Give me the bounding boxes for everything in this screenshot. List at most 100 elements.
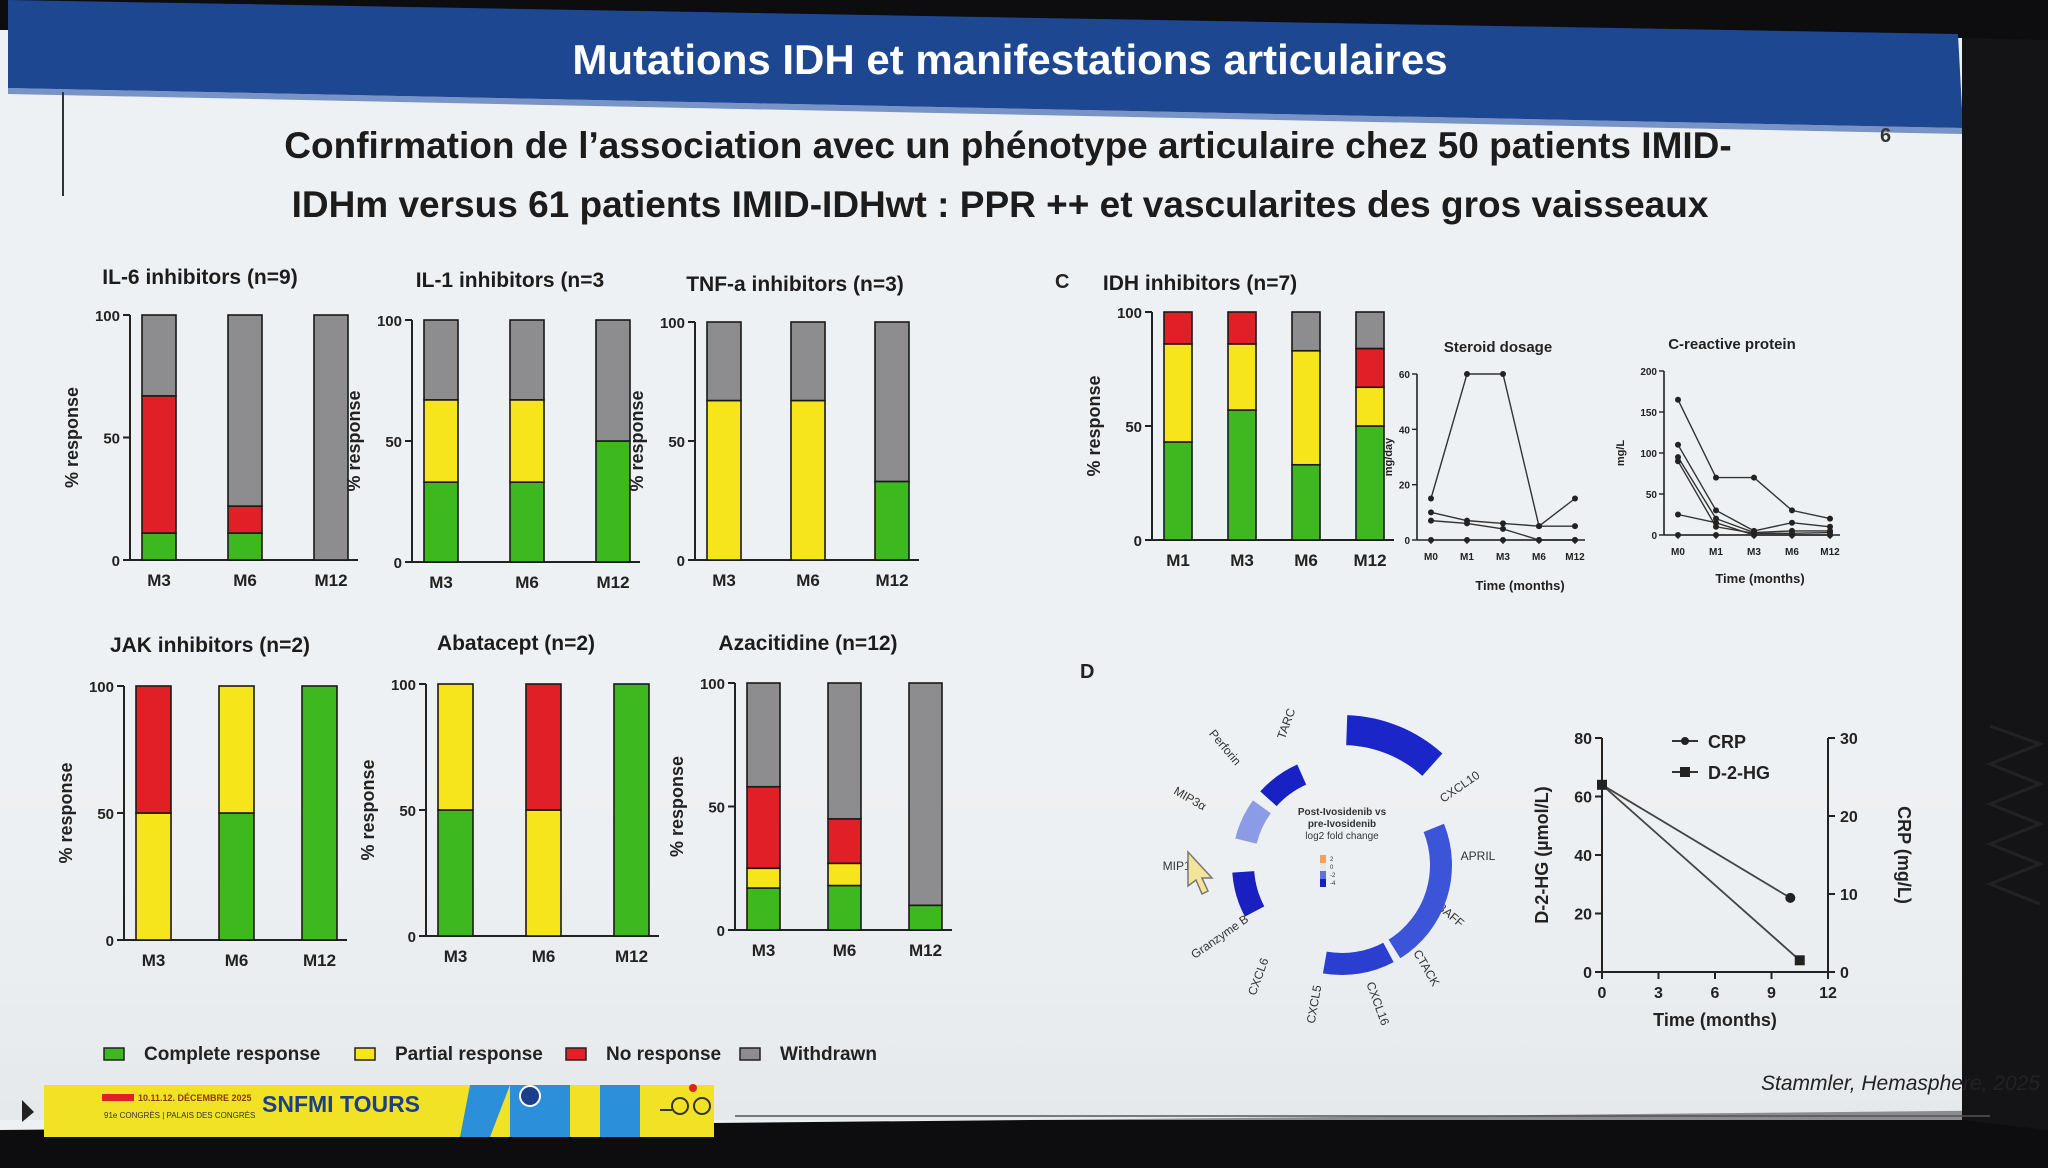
congress-dates: 10.11.12. DÉCEMBRE 2025 [138, 1093, 252, 1103]
x-tick-label: M3 [147, 571, 171, 590]
arc-granzyme [1232, 871, 1265, 917]
arc-mip3a [1235, 800, 1271, 844]
x-tick-label: M12 [909, 941, 942, 960]
bar-segment-withdrawn [746, 682, 781, 788]
x-tick-label: M3 [1496, 552, 1510, 563]
bar-segment-complete [423, 481, 459, 563]
y-tick-label: 50 [103, 431, 120, 448]
cytokine-label: CXCL5 [1304, 984, 1325, 1025]
data-point [1751, 474, 1757, 481]
logo-eye-icon [519, 1085, 541, 1107]
bar-segment-withdrawn [595, 319, 631, 442]
y-tick-label: 60 [1574, 790, 1592, 807]
bar-segment-no [227, 505, 263, 534]
x-tick-label: M6 [532, 947, 556, 966]
arc-il6-il18 [1346, 715, 1443, 776]
data-point [1464, 371, 1470, 377]
bar-segment-complete [1291, 463, 1321, 541]
scale-tick-label: 0 [1330, 865, 1334, 871]
x-tick-label: M12 [314, 571, 347, 590]
bar-chart-6: Azacitidine (n=12) 0 50 100 % response M3 M6 M1… [667, 632, 952, 960]
data-point [1675, 396, 1681, 403]
bar-segment-withdrawn [313, 314, 349, 561]
y-tick-label: 100 [700, 676, 725, 693]
mouse-cursor-icon [1187, 850, 1214, 896]
y-tick-label: 0 [1404, 536, 1410, 547]
x-tick-label: M3 [1747, 547, 1761, 558]
x-tick-label: 12 [1819, 985, 1837, 1002]
congress-logo: SNFMI TOURS [262, 1091, 420, 1117]
x-axis-label: Time (months) [1475, 578, 1564, 593]
y-tick-label-right: 0 [1840, 965, 1849, 982]
bar-segment-partial [509, 399, 545, 483]
bar-segment-partial [706, 399, 742, 561]
bar-segment-partial [437, 683, 474, 811]
y-tick-label: 0 [106, 933, 114, 950]
data-point [1789, 519, 1795, 526]
data-point [1500, 537, 1506, 543]
x-tick-label: M0 [1671, 547, 1685, 558]
data-point [1572, 537, 1578, 543]
x-tick-label: M6 [1785, 547, 1799, 558]
arc-ctack [1322, 942, 1394, 975]
y-tick-label: 100 [1117, 305, 1142, 322]
data-point [1789, 507, 1795, 514]
chart-title: JAK inhibitors (n=2) [110, 634, 310, 657]
d2hg-point [1794, 955, 1805, 966]
chart-title: IL-1 inhibitors (n=3 [416, 269, 604, 292]
y-tick-label: 80 [1574, 731, 1592, 748]
x-tick-label: M6 [796, 571, 820, 590]
y-axis-label: % response [62, 387, 82, 488]
y-tick-label: 0 [1134, 533, 1142, 550]
bar-segment-complete [1355, 425, 1385, 541]
bar-segment-partial [218, 685, 255, 814]
bar-segment-partial [1291, 349, 1321, 466]
bar-segment-withdrawn [790, 321, 826, 402]
y-axis-label: mg/day [1383, 437, 1395, 476]
data-point [1789, 532, 1795, 538]
y-tick-label: 0 [408, 929, 416, 946]
y-tick-label: 100 [391, 677, 416, 694]
y-tick-label: 50 [1125, 419, 1142, 436]
crp-point [1785, 892, 1796, 903]
x-tick-label: M12 [1353, 551, 1386, 570]
cytokine-label: APRIL [1461, 849, 1496, 863]
data-point [1500, 520, 1506, 527]
bar-segment-complete [613, 683, 650, 937]
bar-segment-complete [1227, 409, 1257, 541]
y-tick-label: 40 [1399, 425, 1411, 436]
y-tick-label: 100 [377, 313, 402, 330]
bar-segment-complete [509, 481, 545, 563]
d2hg-point [1597, 779, 1607, 790]
response-legend: Complete response Partial response No resp… [103, 1044, 877, 1065]
x-tick-label: M12 [303, 951, 336, 970]
bar-segment-complete [437, 809, 474, 937]
legend-label-no: No response [606, 1044, 721, 1065]
bar-segment-withdrawn [1291, 311, 1321, 352]
chart-title: Steroid dosage [1444, 339, 1552, 356]
bar-segment-partial [827, 862, 862, 887]
bar-segment-no [746, 785, 781, 870]
data-point [1713, 523, 1719, 530]
y-axis-label: % response [56, 762, 76, 863]
bar-segment-withdrawn [141, 314, 177, 397]
congress-name: 91e CONGRÈS | PALAIS DES CONGRÈS [104, 1111, 255, 1120]
y-tick-label: 100 [95, 308, 120, 325]
y-tick-label-right: 10 [1840, 887, 1858, 904]
series-d2hg-line [1601, 784, 1801, 961]
x-tick-label: M12 [875, 571, 908, 590]
legend-d2hg-marker [1680, 767, 1690, 777]
chart-title: Azacitidine (n=12) [718, 632, 897, 655]
data-point [1713, 515, 1719, 522]
data-point [1751, 532, 1757, 538]
bar-chart-2: IL-1 inhibitors (n=3 0 50 100 % response M3 M6… [344, 269, 640, 592]
x-tick-label: M12 [1820, 547, 1840, 558]
data-point [1572, 495, 1578, 502]
scale-tick-label: 2 [1330, 857, 1334, 863]
bar-segment-partial [135, 812, 172, 941]
y-tick-label: 50 [708, 800, 725, 817]
legend-crp-marker [1681, 737, 1689, 745]
squiggle-decoration [1985, 724, 2045, 906]
crp-d2hg-chart: 0 20 40 60 80 0 10 20 30 0 3 6 9 12 Time (months) D-2-H… [1532, 731, 1914, 1030]
x-tick-label: M6 [1532, 552, 1546, 563]
